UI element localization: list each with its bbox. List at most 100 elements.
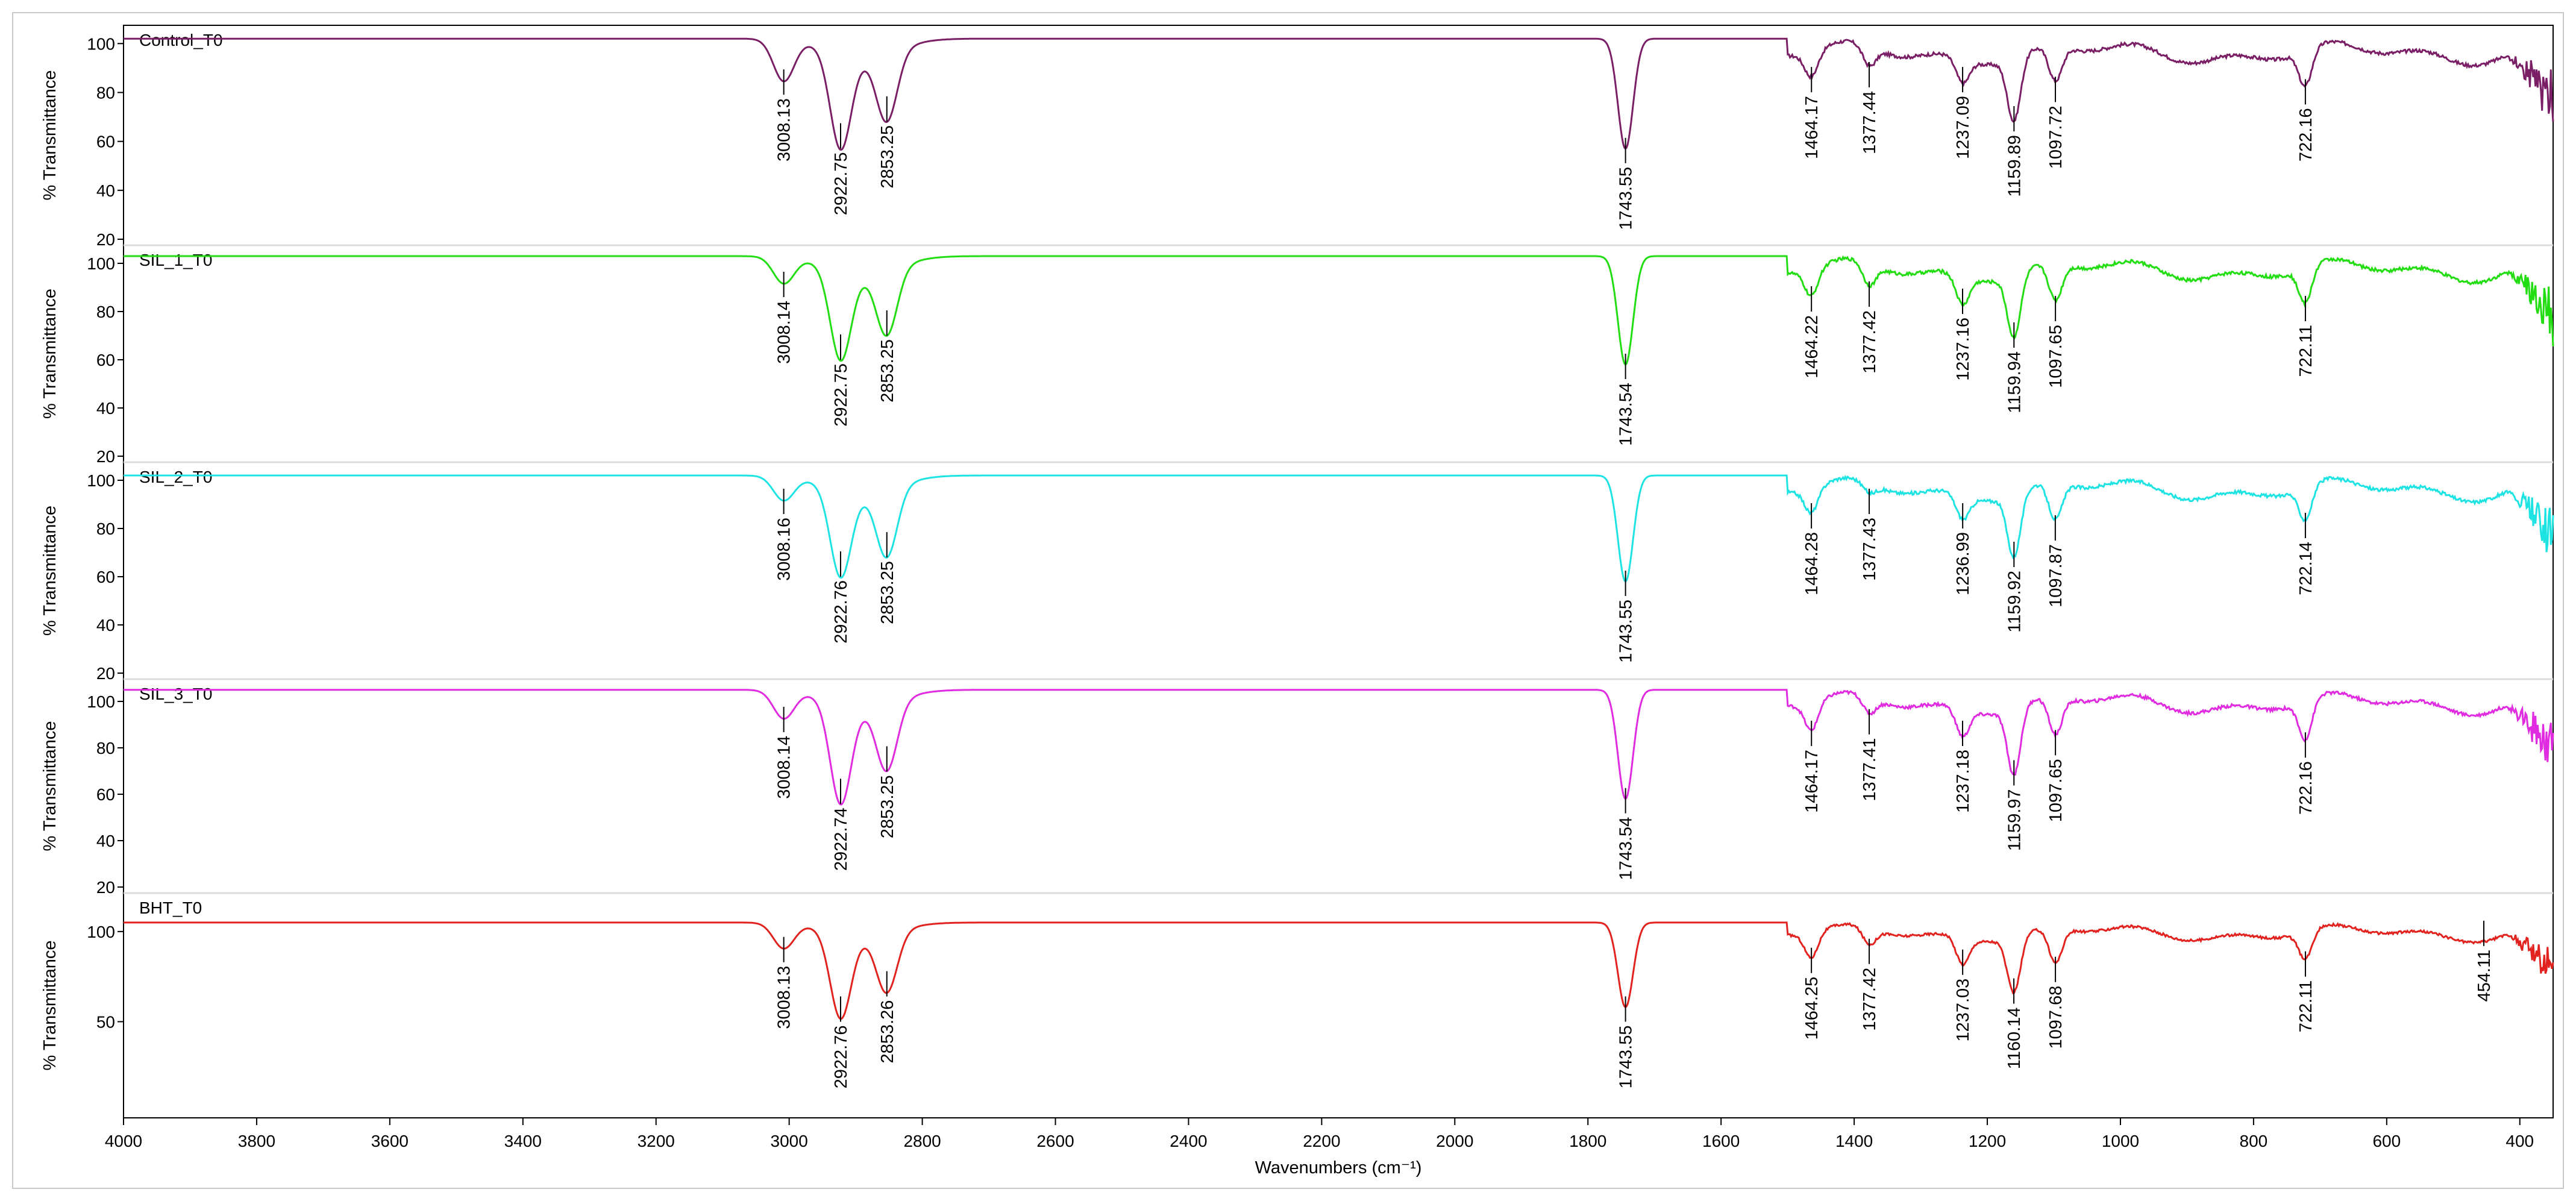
peak-label: 1377.41 [1860, 738, 1879, 801]
peak-label: 2853.25 [878, 561, 897, 624]
panel-sil-3-t0: 20 40 60 80 100 % Transmittance SIL_3_T0 3008.1… [40, 678, 2554, 897]
panel-control-t0: 20 40 60 80 100 % Transmittance Control_T0 3008… [40, 31, 2554, 249]
peak-label: 454.11 [2475, 950, 2494, 1002]
x-tick-label: 2000 [1436, 1132, 1473, 1150]
peak-label: 2922.75 [832, 363, 851, 427]
peak-label: 1097.87 [2046, 544, 2066, 607]
peak-label: 1097.65 [2046, 325, 2066, 388]
y-axis-title: % Transmittance [40, 721, 60, 851]
ftir-stacked-chart: 20 40 60 80 100 % Transmittance Control_T0 3008… [40, 25, 2554, 1177]
peak-label: 3008.14 [775, 736, 794, 799]
panel-sil-1-t0: 20 40 60 80 100 % Transmittance SIL_1_T0 3008.1… [40, 244, 2554, 466]
y-tick-label: 60 [96, 568, 115, 586]
peak-label: 1377.42 [1860, 310, 1879, 374]
peak-label: 722.16 [2296, 108, 2316, 161]
y-tick-label: 20 [96, 664, 115, 683]
y-tick-label: 40 [96, 832, 115, 850]
peak-label: 3008.14 [775, 301, 794, 364]
peak-label: 1159.97 [2005, 789, 2024, 851]
peak-label: 3008.16 [775, 518, 794, 581]
series-line [124, 474, 2554, 583]
peak-label: 1464.22 [1802, 315, 1822, 378]
x-tick-label: 800 [2240, 1132, 2268, 1150]
peak-label: 2922.76 [832, 580, 851, 644]
x-tick-label: 600 [2372, 1132, 2401, 1150]
peak-label: 1464.28 [1802, 532, 1822, 595]
series-line [124, 921, 2554, 1020]
peak-label: 1743.55 [1617, 1025, 1636, 1088]
x-tick-label: 400 [2505, 1132, 2534, 1150]
peak-label: 2922.76 [832, 1025, 851, 1088]
x-tick-label: 2400 [1170, 1132, 1207, 1150]
panels-layer: 20 40 60 80 100 % Transmittance Control_T0 3008… [40, 25, 2554, 1118]
x-tick-label: 1000 [2102, 1132, 2139, 1150]
series-line [124, 255, 2554, 366]
x-tick-label: 1400 [1835, 1132, 1873, 1150]
peak-label: 2922.75 [832, 152, 851, 215]
x-tick-label: 1800 [1569, 1132, 1606, 1150]
y-tick-label: 80 [96, 739, 115, 757]
y-tick-label: 80 [96, 519, 115, 538]
y-tick-label: 40 [96, 399, 115, 418]
x-tick-label: 2800 [903, 1132, 941, 1150]
y-axis-title: % Transmittance [40, 941, 60, 1071]
peak-label: 2853.25 [878, 775, 897, 838]
peak-label: 1743.55 [1617, 600, 1636, 663]
peak-label: 1159.92 [2005, 571, 2024, 633]
peak-label: 1464.25 [1802, 977, 1822, 1040]
peak-label: 1236.99 [1954, 532, 1973, 595]
peak-label: 2853.25 [878, 339, 897, 403]
peak-label: 722.16 [2296, 761, 2316, 815]
y-tick-label: 60 [96, 133, 115, 151]
x-tick-label: 3200 [638, 1132, 675, 1150]
x-tick-label: 1200 [1969, 1132, 2006, 1150]
series-line [124, 37, 2554, 151]
peak-label: 1743.54 [1617, 383, 1636, 446]
peak-label: 1377.42 [1860, 968, 1879, 1031]
x-tick-label: 2600 [1036, 1132, 1074, 1150]
y-tick-label: 80 [96, 83, 115, 102]
x-tick-label: 4000 [105, 1132, 142, 1150]
y-axis-title: % Transmittance [40, 506, 60, 636]
series-name: Control_T0 [139, 31, 223, 49]
y-tick-label: 20 [96, 230, 115, 249]
series-line [124, 689, 2554, 806]
peak-label: 1464.17 [1802, 96, 1822, 159]
peak-label: 1743.54 [1617, 817, 1636, 880]
x-axis-title: Wavenumbers (cm⁻¹) [1255, 1158, 1422, 1177]
y-tick-label: 50 [96, 1012, 115, 1031]
x-tick-label: 2200 [1303, 1132, 1340, 1150]
series-name: SIL_2_T0 [139, 468, 212, 486]
peak-label: 1237.09 [1954, 96, 1973, 159]
y-tick-label: 40 [96, 616, 115, 635]
y-tick-label: 80 [96, 303, 115, 321]
peak-label: 722.11 [2296, 980, 2316, 1033]
chart-frame: 20 40 60 80 100 % Transmittance Control_T0 3008… [12, 12, 2564, 1189]
peak-label: 1237.16 [1954, 318, 1973, 381]
y-axis-title: % Transmittance [40, 71, 60, 201]
peak-label: 1464.17 [1802, 750, 1822, 813]
y-tick-label: 20 [96, 447, 115, 466]
y-tick-label: 60 [96, 351, 115, 369]
y-tick-label: 100 [87, 34, 115, 53]
panel-sil-2-t0: 20 40 60 80 100 % Transmittance SIL_2_T0 3008.1… [40, 461, 2554, 683]
peak-label: 1160.14 [2005, 1008, 2024, 1070]
panel-bht-t0: 50 100 % Transmittance BHT_T0 3008.13 2922.76… [40, 892, 2554, 1088]
x-tick-label: 3400 [504, 1132, 542, 1150]
peak-label: 3008.13 [775, 98, 794, 161]
y-tick-label: 20 [96, 878, 115, 897]
peak-label: 1377.44 [1860, 91, 1879, 154]
y-tick-label: 100 [87, 692, 115, 711]
series-name: BHT_T0 [139, 898, 202, 917]
peak-label: 1377.43 [1860, 518, 1879, 581]
peak-label: 3008.13 [775, 966, 794, 1029]
peak-label: 1159.94 [2005, 351, 2024, 413]
peak-label: 722.11 [2296, 325, 2316, 377]
y-tick-label: 60 [96, 785, 115, 804]
plot-area-border [123, 25, 2554, 1118]
peak-label: 722.14 [2296, 542, 2316, 595]
series-name: SIL_1_T0 [139, 251, 212, 269]
peak-label: 2922.74 [832, 807, 851, 871]
peak-label: 1097.65 [2046, 759, 2066, 822]
y-tick-label: 100 [87, 471, 115, 490]
